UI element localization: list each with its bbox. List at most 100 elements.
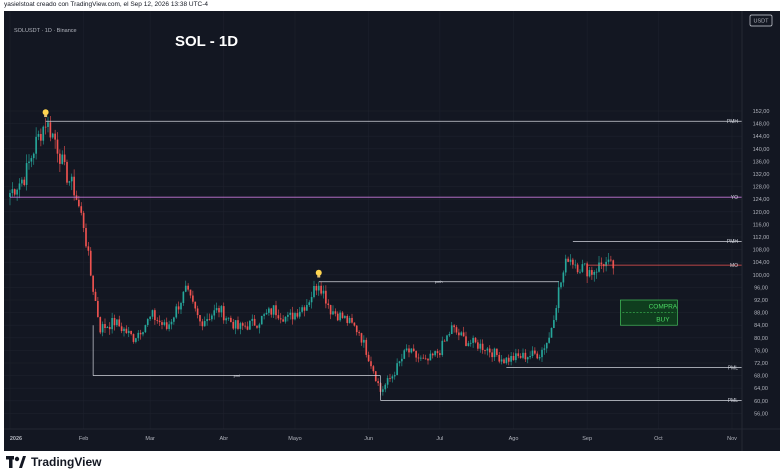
candle-body [142,332,144,335]
candle-body [111,317,113,330]
candle-body [99,317,102,333]
candle-body [144,325,147,333]
candle-body [450,325,453,335]
candle-body [170,321,173,325]
price-tick-label: 116,00 [753,222,769,228]
candle-body [208,319,211,320]
symbol-legend[interactable]: SOLUSDT · 1D · Binance [14,28,77,34]
candle-body [581,264,584,272]
candle-body [294,313,296,320]
candle-body [496,348,498,355]
candle-body [35,136,37,154]
price-chart[interactable]: PMH148,74YO124,64PMH110,60MO103,06PML70,… [4,11,780,451]
candles [9,116,615,396]
price-tick-label: 132,00 [753,172,770,178]
candle-body [526,357,529,360]
axes: 56,00 60,00 64,00 68,00 72,00 76,00 80,00 84,00… [4,11,780,451]
candle-body [40,134,42,141]
candle-body [123,328,125,332]
candle-body [477,342,479,349]
candle-body [42,126,45,141]
candle-body [289,312,292,315]
candle-body [277,315,280,319]
candle-body [234,320,237,329]
candle-body [28,161,30,164]
price-tick-label: 100,00 [753,273,770,279]
candle-body [80,206,83,213]
candle-body [320,285,322,294]
candle-body [196,308,199,316]
candle-body [434,351,436,356]
tradingview-brand[interactable]: TradingView [6,453,101,471]
candle-body [560,282,562,288]
candle-body [161,322,163,325]
candle-body [462,332,465,337]
price-tick-label: 56,00 [754,411,768,417]
candle-body [593,271,596,275]
candle-body [531,350,534,357]
candle-body [272,305,275,315]
candle-body [548,337,550,343]
candle-body [260,315,263,325]
time-tick-label: Nov [727,436,737,442]
candle-body [237,320,239,329]
price-tick-label: 84,00 [754,323,768,329]
currency-badge [749,14,773,27]
candle-body [94,291,97,301]
candle-body [132,334,135,342]
candle-body [127,330,130,334]
candle-body [363,339,365,343]
candle-body [484,350,486,351]
candle-body [23,179,26,185]
buy-zone-label-bottom: BUY [656,317,670,324]
candle-body [334,311,337,314]
chart-panel[interactable]: PMH148,74YO124,64PMH110,60MO103,06PML70,… [4,11,780,451]
candle-body [377,381,379,384]
candle-body [538,357,541,359]
candle-body [519,356,522,358]
candle-body [59,153,61,164]
short-level-label: pmh [435,279,443,284]
candle-body [73,176,75,196]
price-tick-label: 128,00 [753,185,770,191]
candle-body [431,353,434,356]
candle-body [16,189,18,195]
level-label: MO [730,263,738,269]
candle-body [298,311,301,317]
candle-body [113,317,116,326]
candle-body [322,290,325,294]
candle-body [412,348,415,352]
chart-title: SOL - 1D [175,33,239,50]
candle-body [270,308,273,315]
price-tick-label: 136,00 [753,159,770,165]
candle-body [469,342,472,344]
candle-body [287,314,289,317]
candle-body [227,317,230,319]
candle-body [75,195,78,200]
candle-body [579,271,581,273]
candle-body [225,318,227,321]
level-label: PMH [727,239,739,245]
candle-body [239,323,242,329]
candle-body [557,287,560,309]
time-tick-label: 2026 [10,436,22,442]
candle-body [598,262,600,272]
grid [4,11,742,429]
currency-badge-text: USDT [754,19,770,25]
tradingview-brand-text: TradingView [31,455,102,469]
candle-body [417,357,420,359]
price-tick-label: 148,00 [753,122,770,128]
creator-header: yasielstoat creado con TradingView.com, … [4,1,209,8]
candle-body [313,285,315,298]
candle-body [491,352,493,358]
candle-body [201,321,204,327]
level-label: PML [728,398,739,404]
candle-body [230,317,232,322]
candle-body [284,316,287,322]
candle-body [481,343,484,351]
level-label: PML [728,365,739,371]
candle-body [187,285,189,290]
candle-body [329,305,332,315]
candle-body [510,356,512,362]
time-tick-label: Sep [582,436,592,442]
